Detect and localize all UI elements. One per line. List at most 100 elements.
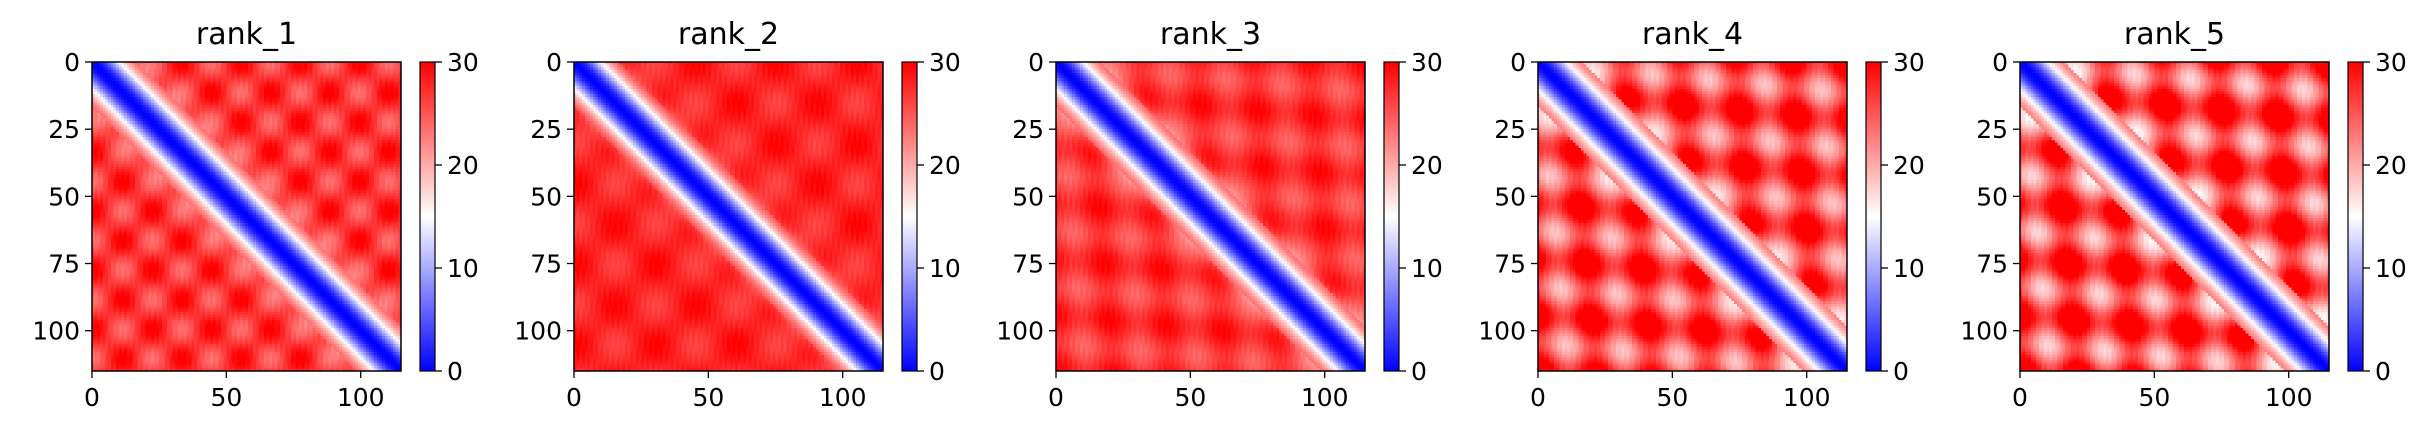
heatmap-cell (213, 145, 216, 148)
heatmap-cell (138, 129, 141, 132)
heatmap-cell (170, 175, 173, 178)
heatmap-cell (199, 148, 202, 151)
heatmap-cell (202, 108, 205, 111)
heatmap-cell (294, 145, 297, 148)
heatmap-cell (146, 116, 149, 119)
heatmap-cell (374, 129, 377, 132)
heatmap-cell (320, 97, 323, 100)
heatmap-cell (205, 67, 208, 70)
heatmap-cell (140, 156, 143, 159)
heatmap-cell (197, 116, 200, 119)
heatmap-cell (288, 124, 291, 127)
heatmap-cell (390, 81, 393, 84)
heatmap-cell (183, 75, 186, 78)
heatmap-cell (269, 124, 272, 127)
heatmap-cell (97, 156, 100, 159)
heatmap-cell (299, 129, 302, 132)
heatmap-cell (224, 121, 227, 124)
heatmap-cell (388, 148, 391, 151)
heatmap-cell (339, 135, 342, 138)
heatmap-cell (251, 113, 254, 116)
heatmap-cell (234, 148, 237, 151)
heatmap-cell (151, 126, 154, 129)
heatmap-cell (186, 86, 189, 89)
heatmap-cell (347, 169, 350, 172)
heatmap-cell (342, 113, 345, 116)
heatmap-cell (361, 132, 364, 135)
heatmap-cell (199, 172, 202, 175)
heatmap-cell (197, 73, 200, 76)
heatmap-cell (264, 70, 267, 73)
heatmap-cell (116, 100, 119, 103)
heatmap-cell (167, 118, 170, 121)
heatmap-cell (285, 129, 288, 132)
heatmap-cell (162, 108, 165, 111)
heatmap-cell (261, 67, 264, 70)
heatmap-cell (261, 137, 264, 140)
heatmap-cell (178, 73, 181, 76)
heatmap-cell (111, 73, 114, 76)
heatmap-cell (307, 143, 310, 146)
heatmap-cell (178, 65, 181, 68)
heatmap-cell (151, 140, 154, 143)
heatmap-cell (119, 153, 122, 156)
heatmap-cell (95, 172, 98, 175)
heatmap-cell (146, 92, 149, 95)
heatmap-cell (124, 153, 127, 156)
heatmap-cell (97, 151, 100, 154)
heatmap-cell (385, 97, 388, 100)
heatmap-cell (111, 126, 114, 129)
heatmap-cell (165, 97, 168, 100)
heatmap-cell (334, 137, 337, 140)
heatmap-cell (162, 105, 165, 108)
heatmap-cell (154, 153, 157, 156)
heatmap-cell (380, 97, 383, 100)
heatmap-cell (363, 105, 366, 108)
heatmap-cell (350, 75, 353, 78)
heatmap-cell (138, 161, 141, 164)
heatmap-cell (388, 153, 391, 156)
heatmap-cell (261, 161, 264, 164)
heatmap-cell (181, 126, 184, 129)
heatmap-cell (291, 105, 294, 108)
heatmap-cell (363, 84, 366, 87)
heatmap-cell (173, 126, 176, 129)
heatmap-cell (390, 124, 393, 127)
heatmap-cell (331, 70, 334, 73)
heatmap-cell (234, 145, 237, 148)
heatmap-cell (202, 153, 205, 156)
heatmap-cell (331, 124, 334, 127)
heatmap-cell (272, 172, 275, 175)
heatmap-cell (345, 156, 348, 159)
heatmap-cell (210, 84, 213, 87)
heatmap-cell (288, 172, 291, 175)
heatmap-cell (95, 118, 98, 121)
heatmap-cell (261, 172, 264, 175)
heatmap-cell (280, 92, 283, 95)
heatmap-cell (294, 67, 297, 70)
heatmap-cell (97, 159, 100, 162)
heatmap-cell (103, 116, 106, 119)
heatmap-cell (382, 137, 385, 140)
heatmap-cell (312, 70, 315, 73)
heatmap-cell (256, 100, 259, 103)
heatmap-cell (334, 89, 337, 92)
heatmap-cell (320, 86, 323, 89)
heatmap-cell (191, 135, 194, 138)
heatmap-cell (191, 151, 194, 154)
heatmap-cell (159, 92, 162, 95)
heatmap-cell (140, 116, 143, 119)
heatmap-cell (353, 164, 356, 167)
heatmap-cell (377, 108, 380, 111)
heatmap-cell (216, 159, 219, 162)
heatmap-cell (165, 137, 168, 140)
heatmap-cell (350, 89, 353, 92)
heatmap-cell (132, 70, 135, 73)
heatmap-cell (256, 113, 259, 116)
heatmap-cell (143, 169, 146, 172)
heatmap-cell (135, 65, 138, 68)
heatmap-cell (355, 116, 358, 119)
heatmap-cell (269, 164, 272, 167)
heatmap-cell (251, 137, 254, 140)
heatmap-cell (140, 81, 143, 84)
